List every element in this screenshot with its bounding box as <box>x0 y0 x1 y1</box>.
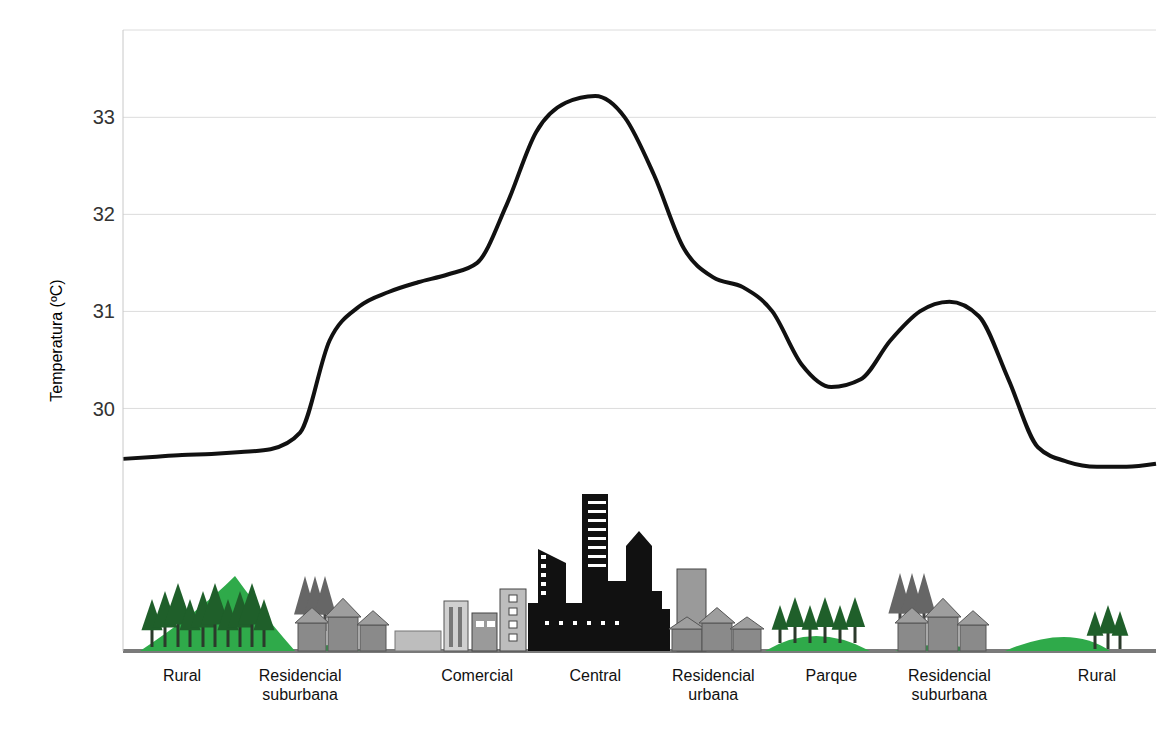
svg-text:Rural: Rural <box>1078 667 1116 684</box>
svg-text:32: 32 <box>93 203 115 225</box>
svg-text:Residencialsuburbana: Residencialsuburbana <box>908 667 991 703</box>
svg-text:Parque: Parque <box>806 667 858 684</box>
svg-text:31: 31 <box>93 300 115 322</box>
svg-text:Central: Central <box>569 667 621 684</box>
svg-text:Residencialsuburbana: Residencialsuburbana <box>259 667 342 703</box>
svg-text:30: 30 <box>93 398 115 420</box>
svg-text:Residencialurbana: Residencialurbana <box>672 667 755 703</box>
svg-text:33: 33 <box>93 106 115 128</box>
svg-text:Comercial: Comercial <box>441 667 513 684</box>
svg-text:Temperatura (ºC): Temperatura (ºC) <box>48 279 65 401</box>
svg-text:Rural: Rural <box>163 667 201 684</box>
